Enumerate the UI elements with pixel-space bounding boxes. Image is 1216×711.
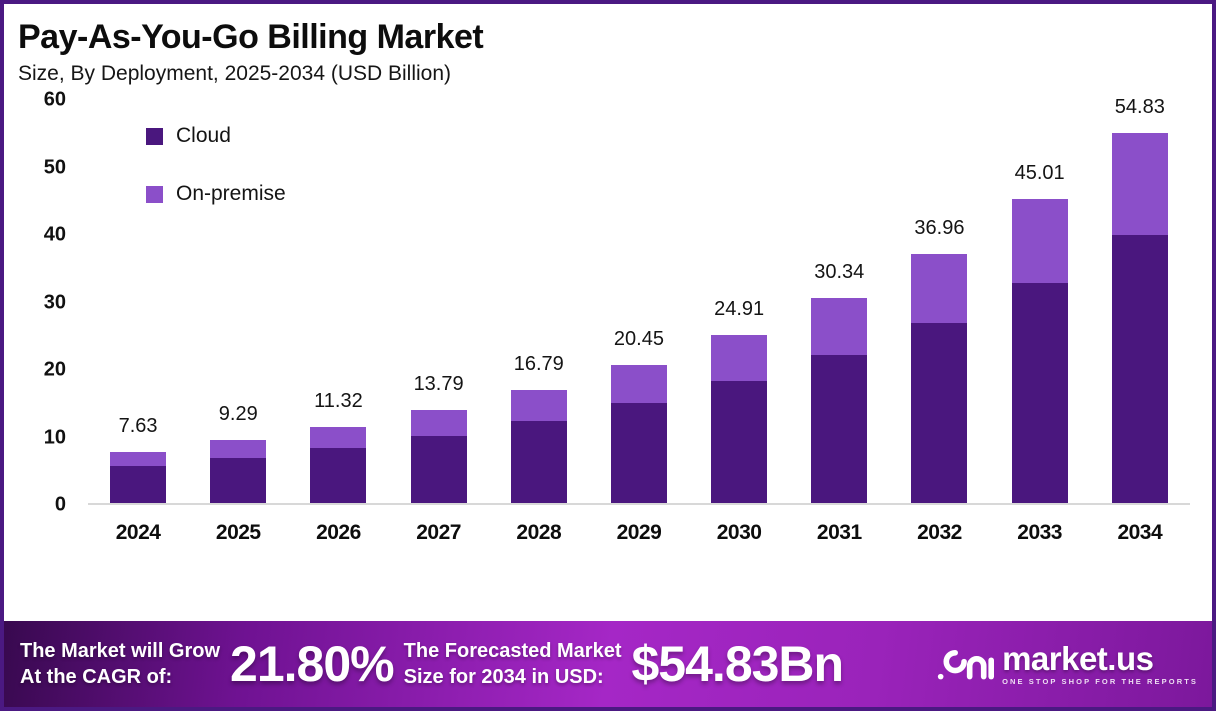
bar-segment-onpremise — [210, 440, 267, 458]
y-tick-label: 10 — [43, 426, 66, 448]
bar-stack — [711, 334, 768, 503]
bar-segment-onpremise — [1011, 199, 1068, 284]
y-tick-label: 50 — [43, 156, 66, 178]
bar-total-label: 11.32 — [314, 389, 363, 412]
bar-segment-cloud — [911, 322, 968, 503]
bar-segment-cloud — [110, 465, 167, 503]
legend-label-onpremise: On-premise — [176, 182, 286, 205]
bar-segment-cloud — [811, 354, 868, 503]
bar-total-label: 54.83 — [1114, 95, 1165, 118]
y-axis: 0 10 20 30 40 50 60 — [18, 89, 74, 516]
bar-total-label: 45.01 — [1014, 162, 1065, 185]
bar-stack — [911, 253, 968, 503]
y-tick-label: 0 — [54, 493, 66, 516]
bar-column: 54.83 2034 — [1110, 96, 1170, 544]
bar-segment-cloud — [1011, 283, 1068, 503]
legend-label-cloud: Cloud — [176, 124, 231, 147]
x-axis-label: 2029 — [616, 521, 662, 544]
bar-stack — [510, 389, 567, 503]
cloud-swatch-icon — [146, 127, 163, 145]
legend-item-cloud: Cloud — [146, 124, 286, 148]
brand-name: market.us — [1002, 640, 1154, 678]
bar-stack — [410, 409, 467, 503]
x-axis-label: 2032 — [917, 521, 962, 544]
bar-stack — [1011, 199, 1068, 503]
bar-segment-onpremise — [410, 409, 467, 436]
bar-total-label: 9.29 — [218, 403, 258, 426]
bar-total-label: 24.91 — [714, 297, 765, 320]
bar-segment-onpremise — [110, 451, 167, 466]
x-axis-label: 2028 — [516, 521, 562, 544]
bar-column: 20.45 2029 — [609, 100, 669, 544]
bar-segment-cloud — [711, 381, 768, 503]
y-tick-label: 40 — [43, 223, 66, 246]
bar-segment-cloud — [310, 447, 367, 503]
bar-column: 45.01 2033 — [1010, 100, 1070, 544]
bar-column: 9.29 2025 — [208, 100, 268, 544]
plot-area: Cloud On-premise 7.63 2024 9.29 2025 11.32 20… — [88, 96, 1190, 544]
bar-stack — [1111, 132, 1168, 503]
bar-segment-cloud — [410, 435, 467, 503]
forecast-label: The Forecasted Market Size for 2034 in US… — [403, 640, 622, 688]
bar-column: 36.96 2032 — [909, 100, 969, 544]
bar-segment-cloud — [510, 421, 567, 503]
bar-column: 13.79 2027 — [409, 100, 469, 544]
legend: Cloud On-premise — [146, 124, 286, 206]
page-title: Pay-As-You-Go Billing Market — [18, 18, 484, 56]
page-subtitle: Size, By Deployment, 2025-2034 (USD Bill… — [18, 62, 452, 85]
forecast-value: $54.83Bn — [631, 636, 845, 692]
bar-total-label: 20.45 — [613, 327, 664, 350]
bar-stack — [210, 440, 267, 503]
x-axis-label: 2024 — [115, 521, 161, 544]
bar-segment-onpremise — [911, 253, 968, 323]
bar-stack — [811, 298, 868, 503]
bar-segment-onpremise — [811, 298, 868, 355]
bar-segment-onpremise — [310, 426, 367, 448]
bar-total-label: 30.34 — [814, 261, 865, 284]
y-tick-label: 20 — [43, 358, 66, 381]
x-axis-label: 2030 — [716, 521, 762, 544]
cagr-label: The Market will Grow At the CAGR of: — [20, 640, 221, 688]
brand-block: market.us ONE STOP SHOP FOR THE REPORTS — [936, 641, 1198, 687]
bar-stack — [110, 451, 167, 503]
marketus-logo-icon — [937, 649, 995, 680]
legend-item-onpremise: On-premise — [146, 182, 286, 206]
bar-segment-onpremise — [711, 334, 768, 382]
y-tick-label: 60 — [43, 88, 66, 111]
bar-stack — [610, 364, 667, 503]
x-axis-label: 2026 — [316, 521, 361, 544]
bar-total-label: 13.79 — [413, 372, 464, 395]
bar-total-label: 7.63 — [118, 414, 158, 437]
brand-tagline: ONE STOP SHOP FOR THE REPORTS — [1002, 677, 1198, 687]
bar-column: 30.34 2031 — [809, 100, 869, 544]
bar-total-label: 16.79 — [513, 352, 564, 375]
onpremise-swatch-icon — [146, 185, 163, 203]
x-axis-label: 2031 — [816, 521, 862, 544]
bar-stack — [310, 426, 367, 503]
x-axis-label: 2027 — [416, 521, 461, 544]
bar-segment-onpremise — [610, 364, 667, 404]
x-axis-label: 2033 — [1017, 521, 1062, 544]
y-tick-label: 30 — [43, 291, 66, 313]
bar-column: 11.32 2026 — [308, 100, 368, 544]
bar-column: 16.79 2028 — [509, 100, 569, 544]
chart-section: Pay-As-You-Go Billing Market Size, By De… — [4, 4, 1212, 621]
brand-text: market.us ONE STOP SHOP FOR THE REPORTS — [1002, 642, 1198, 686]
chart: 0 10 20 30 40 50 60 Cloud On-premise 7.63 2024 9… — [18, 89, 1196, 582]
x-axis-label: 2025 — [215, 521, 261, 544]
bar-segment-cloud — [1111, 235, 1168, 503]
bar-segment-cloud — [210, 457, 267, 503]
bar-segment-onpremise — [1111, 132, 1168, 236]
cagr-value: 21.80% — [230, 636, 395, 692]
bar-segment-onpremise — [510, 389, 567, 422]
bar-column: 7.63 2024 — [108, 100, 168, 544]
bar-segment-cloud — [610, 403, 667, 503]
x-axis-label: 2034 — [1117, 521, 1163, 544]
bar-column: 24.91 2030 — [709, 100, 769, 544]
banner: The Market will Grow At the CAGR of: 21.8… — [4, 621, 1212, 707]
bar-total-label: 36.96 — [914, 216, 965, 239]
